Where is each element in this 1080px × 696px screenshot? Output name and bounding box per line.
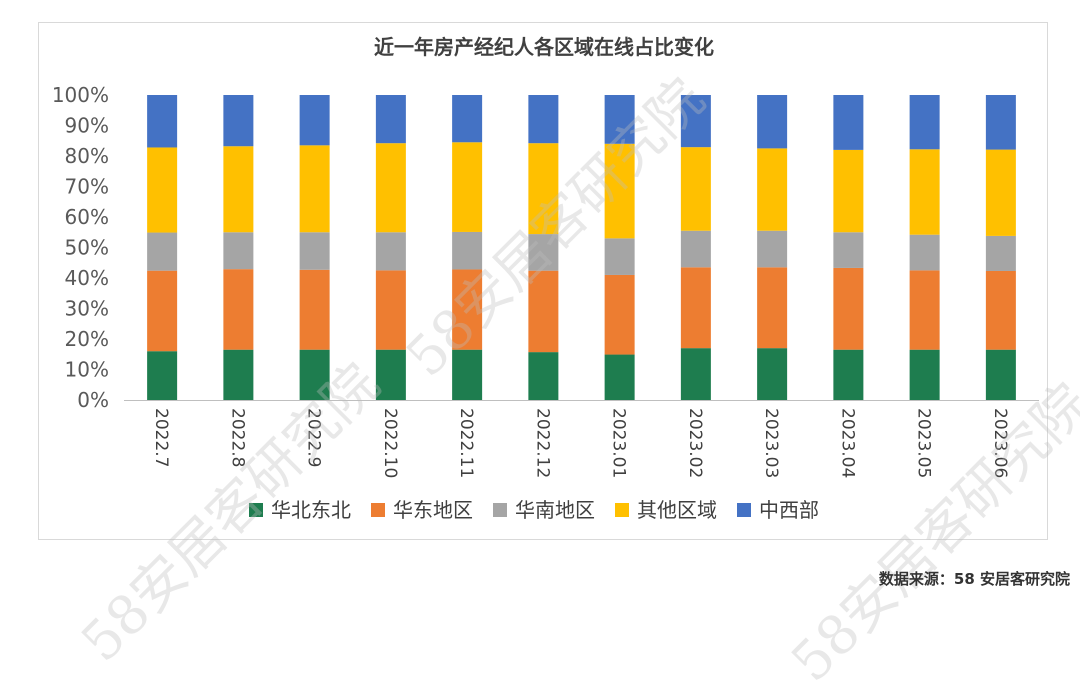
bar-segment — [833, 349, 864, 400]
bar-segment — [833, 149, 864, 233]
x-tick-label: 2022.12 — [532, 408, 552, 478]
bar-segment — [528, 95, 559, 144]
legend-label: 华南地区 — [515, 498, 595, 522]
y-tick-label: 10% — [65, 358, 109, 382]
bar-segment — [299, 349, 330, 400]
bar-segment — [147, 147, 178, 233]
x-tick-label: 2022.9 — [304, 408, 324, 467]
bar-segment — [604, 354, 635, 400]
bar-segment — [452, 231, 483, 270]
legend-label: 其他区域 — [637, 498, 717, 522]
bar-segment — [375, 270, 406, 350]
bar-segment — [909, 234, 940, 271]
legend-swatch — [493, 503, 507, 517]
legend-swatch — [737, 503, 751, 517]
bar-segment — [985, 235, 1016, 271]
bar-segment — [299, 269, 330, 350]
chart-frame: 近一年房产经纪人各区域在线占比变化 0% 10% 20% 30% 40% 50% 60% 70… — [38, 22, 1048, 540]
bar-segment — [375, 349, 406, 400]
bar-segment — [223, 146, 254, 233]
bar-segment — [299, 145, 330, 233]
x-tick-label: 2023.06 — [990, 408, 1010, 478]
bar-segment — [528, 143, 559, 235]
bar-segment — [147, 351, 178, 400]
bar-segment — [604, 95, 635, 144]
bar-segment — [757, 230, 788, 268]
legend-label: 华东地区 — [393, 498, 473, 522]
bar-segment — [452, 349, 483, 400]
x-tick-label: 2022.7 — [151, 408, 171, 467]
y-tick-label: 80% — [65, 144, 109, 168]
bar-segment — [909, 270, 940, 350]
y-tick-label: 50% — [65, 236, 109, 260]
bar-segment — [452, 142, 483, 232]
y-tick-label: 40% — [65, 266, 109, 290]
bar-segment — [680, 95, 711, 148]
bar-segment — [375, 143, 406, 233]
y-tick-label: 30% — [65, 297, 109, 321]
x-tick-label: 2023.01 — [609, 408, 629, 478]
bar-segment — [223, 269, 254, 350]
bar-segment — [757, 95, 788, 149]
y-tick-label: 90% — [65, 114, 109, 138]
x-tick-label: 2022.10 — [380, 408, 400, 478]
bar-segment — [833, 267, 864, 350]
bar-segment — [528, 352, 559, 400]
bar-segment — [909, 95, 940, 150]
y-tick-label: 0% — [77, 388, 109, 412]
y-tick-label: 100% — [52, 83, 109, 107]
bar-segment — [147, 232, 178, 271]
y-tick-label: 60% — [65, 205, 109, 229]
bar-segment — [147, 270, 178, 352]
bar-segment — [985, 95, 1016, 150]
bar-segment — [985, 149, 1016, 236]
bar-segment — [985, 349, 1016, 400]
bar-segment — [375, 232, 406, 271]
x-tick-label: 2022.8 — [227, 408, 247, 467]
legend-swatch — [615, 503, 629, 517]
bar-segment — [299, 232, 330, 270]
x-tick-label: 2022.11 — [456, 408, 476, 478]
x-tick-label: 2023.02 — [685, 408, 705, 478]
bar-segment — [757, 267, 788, 349]
bar-segment — [223, 349, 254, 400]
bar-segment — [147, 95, 178, 148]
bar-segment — [909, 349, 940, 400]
bar-segment — [909, 149, 940, 235]
bar-segment — [680, 267, 711, 349]
bar-segment — [452, 269, 483, 350]
bar-segment — [833, 95, 864, 150]
x-tick-label: 2023.05 — [914, 408, 934, 478]
bar-segment — [452, 95, 483, 143]
bar-segment — [833, 232, 864, 268]
x-tick-label: 2023.03 — [761, 408, 781, 478]
bar-segment — [604, 274, 635, 355]
bar-segment — [757, 348, 788, 400]
bar-segment — [680, 147, 711, 231]
bar-segment — [604, 143, 635, 239]
bar-segment — [528, 270, 559, 353]
y-tick-label: 70% — [65, 175, 109, 199]
legend-swatch — [249, 503, 263, 517]
bar-segment — [680, 230, 711, 268]
bar-segment — [223, 95, 254, 147]
x-tick-label: 2023.04 — [837, 408, 857, 478]
y-tick-label: 20% — [65, 327, 109, 351]
bar-segment — [375, 95, 406, 144]
bar-segment — [528, 234, 559, 271]
legend-label: 中西部 — [759, 498, 819, 522]
legend-label: 华北东北 — [271, 498, 351, 522]
bar-segment — [757, 148, 788, 231]
bar-segment — [299, 95, 330, 146]
bar-segment — [223, 232, 254, 270]
bar-segment — [604, 238, 635, 275]
stacked-bar-chart: 近一年房产经纪人各区域在线占比变化 0% 10% 20% 30% 40% 50% 60% 70… — [52, 35, 1039, 522]
bar-segment — [680, 348, 711, 400]
bar-segment — [985, 270, 1016, 350]
legend-swatch — [371, 503, 385, 517]
source-note: 数据来源：58 安居客研究院 — [878, 570, 1070, 588]
chart-title: 近一年房产经纪人各区域在线占比变化 — [374, 35, 714, 59]
